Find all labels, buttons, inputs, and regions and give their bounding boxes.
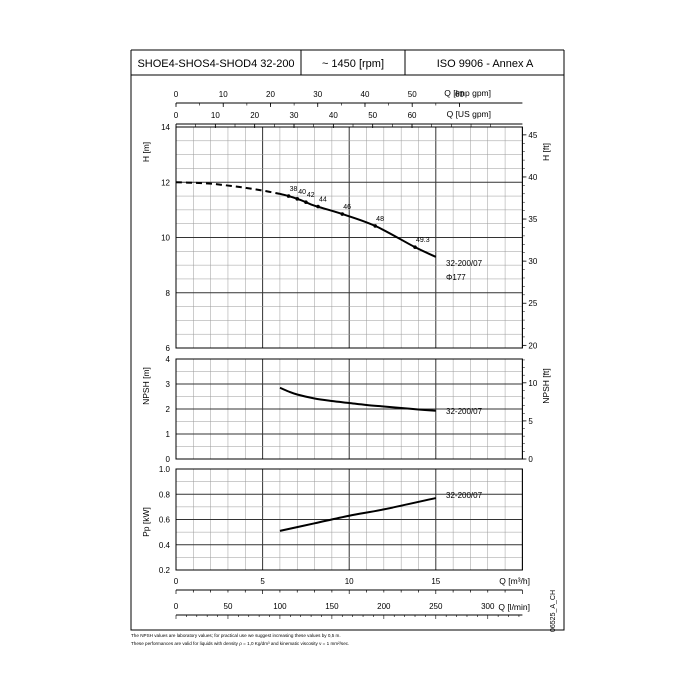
panel-frame-2 — [175, 468, 523, 571]
efficiency-label: 46 — [343, 204, 351, 211]
ytick-right-npsh-ft: 10 — [528, 379, 537, 388]
bottom-axis-lmin-label: Q [l/min] — [498, 602, 530, 612]
ytick-left-p1: 4 — [166, 355, 171, 364]
tick-us-gpm: 10 — [211, 111, 220, 120]
efficiency-point — [286, 194, 291, 198]
efficiency-label: 44 — [319, 197, 327, 204]
ytick-left-p0: 14 — [161, 123, 170, 132]
ytick-right-head-ft: 25 — [528, 299, 537, 308]
ytick-left-p2: 0.2 — [159, 566, 171, 575]
drawing-code: 06525_A_CH — [550, 590, 557, 632]
tick-imp-gpm: 0 — [174, 90, 179, 99]
ytick-right-head-ft: 20 — [528, 341, 537, 350]
tick-lmin: 50 — [224, 602, 233, 611]
tick-m3h: 5 — [260, 577, 265, 586]
head-curve-diameter: Φ177 — [446, 273, 466, 282]
tick-imp-gpm: 20 — [266, 90, 275, 99]
head-curve-dashed — [175, 181, 281, 195]
ytick-left-p0: 6 — [166, 344, 171, 353]
efficiency-point — [413, 245, 417, 249]
ytick-left-p2: 0.4 — [159, 541, 171, 550]
efficiency-label: 42 — [307, 192, 315, 199]
tick-imp-gpm: 40 — [361, 90, 370, 99]
header-box: SHOE4-SHOS4-SHOD4 32-200 ~ 1450 [rpm] IS… — [130, 49, 565, 76]
tick-m3h: 0 — [174, 577, 179, 586]
tick-us-gpm: 60 — [408, 111, 417, 120]
chart-curves — [175, 181, 437, 532]
plot-frames — [175, 102, 523, 616]
footer-note-performance: These performances are valid for liquids… — [131, 641, 349, 646]
efficiency-points: 38 40 42 44 46 48 49.3 — [286, 186, 430, 249]
tick-lmin: 200 — [377, 602, 391, 611]
npsh-curve-label: 32-200/07 — [446, 407, 483, 416]
power-curve — [279, 497, 437, 532]
tick-imp-gpm: 60 — [455, 90, 464, 99]
tick-lmin: 100 — [273, 602, 287, 611]
tick-imp-gpm: 10 — [219, 90, 228, 99]
efficiency-point — [304, 200, 308, 204]
panel-frame-0 — [175, 126, 523, 349]
ytick-right-head-ft: 45 — [528, 131, 537, 140]
header-standard: ISO 9906 - Annex A — [437, 58, 534, 70]
efficiency-label: 40 — [298, 189, 306, 196]
ytick-left-p1: 3 — [166, 380, 171, 389]
efficiency-point — [373, 224, 377, 228]
efficiency-point — [340, 212, 345, 216]
efficiency-label: 48 — [376, 216, 384, 223]
head-curve — [279, 192, 437, 258]
tick-labels: 0 10 20 30 40 50 600 10 20 30 40 50 600 5 10 150 50 100 15… — [159, 90, 538, 619]
footer-note-npsh: The NPSH values are laboratory values; f… — [131, 633, 341, 638]
tick-imp-gpm: 30 — [313, 90, 322, 99]
ytick-left-p0: 8 — [166, 289, 171, 298]
head-axis-left-label: H [m] — [141, 142, 151, 162]
tick-us-gpm: 30 — [290, 111, 299, 120]
header-speed: ~ 1450 [rpm] — [322, 58, 384, 70]
efficiency-label: 49.3 — [416, 237, 430, 244]
panel-frame-1 — [175, 358, 523, 460]
top-axis-us-gpm-label: Q [US gpm] — [447, 109, 491, 119]
head-curve-label: 32-200/07 — [446, 259, 483, 268]
tick-us-gpm: 0 — [174, 111, 179, 120]
tick-us-gpm: 40 — [329, 111, 338, 120]
ytick-left-p2: 0.6 — [159, 516, 171, 525]
head-axis-right-label: H [ft] — [541, 143, 551, 161]
ytick-right-npsh-ft: 0 — [528, 455, 533, 464]
tick-lmin: 250 — [429, 602, 443, 611]
ytick-left-p0: 10 — [161, 234, 170, 243]
ytick-left-p2: 0.8 — [159, 490, 171, 499]
tick-m3h: 15 — [431, 577, 440, 586]
ytick-right-head-ft: 30 — [528, 257, 537, 266]
header-model: SHOE4-SHOS4-SHOD4 32-200 — [137, 58, 294, 70]
ytick-right-head-ft: 40 — [528, 173, 537, 182]
efficiency-label: 38 — [290, 186, 298, 193]
power-axis-label: Pp [kW] — [141, 507, 151, 537]
ytick-right-npsh-ft: 5 — [528, 417, 533, 426]
npsh-axis-left-label: NPSH [m] — [141, 367, 151, 405]
tick-lmin: 0 — [174, 602, 179, 611]
tick-us-gpm: 50 — [368, 111, 377, 120]
ytick-left-p2: 1.0 — [159, 465, 171, 474]
tick-imp-gpm: 50 — [408, 90, 417, 99]
bottom-axis-m3h-label: Q [m³/h] — [499, 576, 530, 586]
tick-lmin: 300 — [481, 602, 495, 611]
ytick-left-p0: 12 — [161, 178, 170, 187]
efficiency-point — [316, 204, 320, 209]
top-axis-imp-gpm-label: Q [Imp gpm] — [444, 88, 491, 98]
ytick-left-p1: 0 — [166, 455, 171, 464]
outer-frame — [130, 74, 565, 631]
ytick-left-p1: 1 — [166, 430, 171, 439]
npsh-axis-right-label: NPSH [ft] — [541, 368, 551, 403]
efficiency-point — [295, 197, 300, 201]
ytick-right-head-ft: 35 — [528, 215, 537, 224]
power-curve-label: 32-200/07 — [446, 491, 483, 500]
tick-m3h: 10 — [345, 577, 354, 586]
ytick-left-p1: 2 — [166, 405, 171, 414]
tick-lmin: 150 — [325, 602, 339, 611]
npsh-curve — [279, 386, 436, 412]
tick-us-gpm: 20 — [250, 111, 259, 120]
